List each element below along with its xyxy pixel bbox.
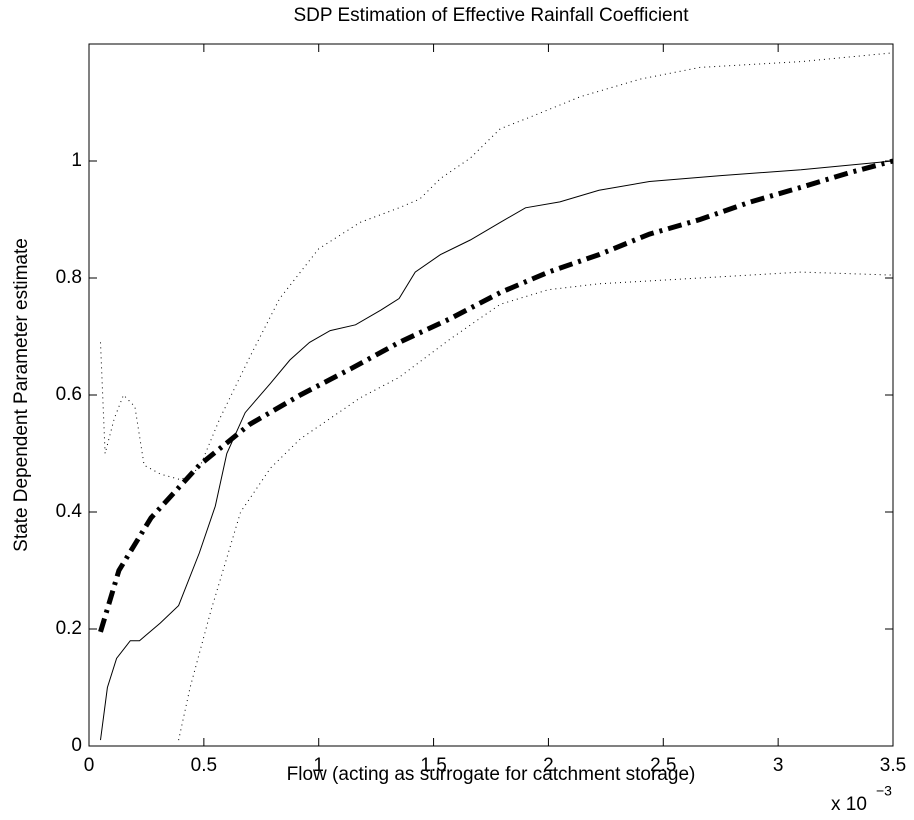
y-tick-label: 0	[71, 735, 82, 756]
data-line	[100, 160, 894, 741]
x-tick-label: 1	[313, 755, 324, 776]
x-tick-label: 1.5	[420, 755, 446, 776]
y-tick-label: 1	[71, 150, 82, 171]
data-line	[100, 52, 894, 481]
y-axis-label: State Dependent Parameter estimate	[11, 238, 32, 552]
chart-title: SDP Estimation of Effective Rainfall Coe…	[294, 5, 690, 26]
x-tick-label: 2	[543, 755, 554, 776]
data-line	[178, 271, 894, 741]
y-tick-label: 0.6	[56, 384, 82, 405]
x-axis-label: Flow (acting as surrogate for catchment …	[287, 764, 696, 785]
y-tick-label: 0.4	[56, 501, 83, 522]
x-multiplier-base: x 10	[831, 794, 867, 815]
x-tick-label: 3	[773, 755, 784, 776]
x-tick-label: 3.5	[880, 755, 906, 776]
x-multiplier-exponent: −3	[876, 783, 892, 799]
x-tick-label: 2.5	[650, 755, 676, 776]
data-line	[98, 158, 894, 633]
x-tick-label: 0	[84, 755, 95, 776]
x-tick-label: 0.5	[191, 755, 217, 776]
y-tick-label: 0.2	[56, 618, 82, 639]
y-tick-label: 0.8	[56, 267, 82, 288]
